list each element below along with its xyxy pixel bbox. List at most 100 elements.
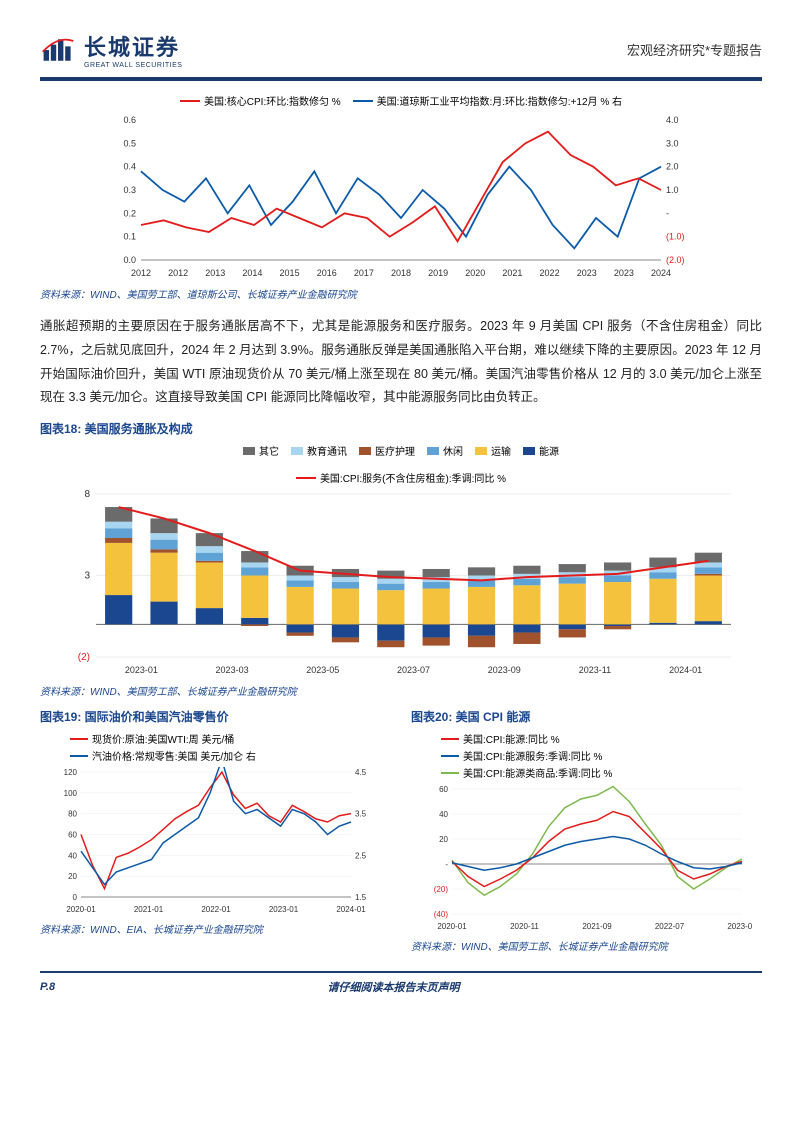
chart3-svg: 0204060801001201.52.53.54.52020-012021-0… bbox=[51, 767, 381, 917]
page-num: P.8 bbox=[40, 981, 55, 993]
footer: P.8 请仔细阅读本报告末页声明 bbox=[40, 971, 762, 995]
svg-text:2022-01: 2022-01 bbox=[201, 905, 231, 914]
svg-text:(1.0): (1.0) bbox=[666, 232, 685, 242]
legend-item: 美国:核心CPI:环比:指数修匀 % bbox=[180, 93, 341, 108]
chart2-source: 资料来源：WIND、美国劳工部、长城证券产业金融研究院 bbox=[40, 683, 762, 698]
legend-item: 教育通讯 bbox=[291, 443, 347, 458]
chart1-source: 资料来源：WIND、美国劳工部、道琼斯公司、长城证券产业金融研究院 bbox=[40, 286, 762, 301]
svg-text:2023-09: 2023-09 bbox=[488, 665, 521, 675]
svg-text:0.1: 0.1 bbox=[123, 232, 136, 242]
svg-text:(2.0): (2.0) bbox=[666, 255, 685, 265]
svg-text:2023: 2023 bbox=[614, 268, 634, 278]
svg-text:4.0: 4.0 bbox=[666, 115, 679, 125]
header: 长城证券 GREAT WALL SECURITIES 宏观经济研究*专题报告 bbox=[40, 30, 762, 81]
page: 长城证券 GREAT WALL SECURITIES 宏观经济研究*专题报告 美… bbox=[0, 0, 802, 1015]
legend-item: 美国:CPI:服务(不含住房租金):季调:同比 % bbox=[296, 470, 506, 485]
legend-item: 美国:CPI:能源服务:季调:同比 % bbox=[441, 748, 602, 763]
legend-item: 美国:CPI:能源:同比 % bbox=[441, 731, 560, 746]
two-col: 图表19: 国际油价和美国汽油零售价 现货价:原油:美国WTI:周 美元/桶汽油… bbox=[40, 708, 762, 953]
svg-text:2024-01: 2024-01 bbox=[669, 665, 702, 675]
svg-text:2021: 2021 bbox=[502, 268, 522, 278]
chart2-svg: (2)382023-012023-032023-052023-072023-09… bbox=[61, 489, 741, 679]
svg-text:-: - bbox=[445, 860, 448, 869]
svg-text:3.5: 3.5 bbox=[355, 810, 367, 819]
svg-text:120: 120 bbox=[63, 768, 77, 777]
svg-text:1.0: 1.0 bbox=[666, 185, 679, 195]
svg-text:40: 40 bbox=[68, 851, 77, 860]
svg-text:0.5: 0.5 bbox=[123, 138, 136, 148]
svg-text:2023-03: 2023-03 bbox=[216, 665, 249, 675]
legend-item: 能源 bbox=[523, 443, 559, 458]
svg-text:2015: 2015 bbox=[280, 268, 300, 278]
svg-text:80: 80 bbox=[68, 810, 77, 819]
svg-text:2.5: 2.5 bbox=[355, 851, 367, 860]
svg-text:2017: 2017 bbox=[354, 268, 374, 278]
chart4-source: 资料来源：WIND、美国劳工部、长城证券产业金融研究院 bbox=[411, 938, 762, 953]
svg-text:2013: 2013 bbox=[205, 268, 225, 278]
svg-text:2024-01: 2024-01 bbox=[336, 905, 366, 914]
svg-text:100: 100 bbox=[63, 789, 77, 798]
svg-text:-: - bbox=[666, 208, 669, 218]
svg-text:2012: 2012 bbox=[168, 268, 188, 278]
svg-text:2020-11: 2020-11 bbox=[510, 922, 539, 931]
svg-text:2023-05: 2023-05 bbox=[727, 922, 752, 931]
svg-text:2.0: 2.0 bbox=[666, 162, 679, 172]
svg-text:2018: 2018 bbox=[391, 268, 411, 278]
svg-text:0.2: 0.2 bbox=[123, 208, 136, 218]
svg-text:2020-01: 2020-01 bbox=[66, 905, 96, 914]
svg-text:2019: 2019 bbox=[428, 268, 448, 278]
svg-text:2016: 2016 bbox=[317, 268, 337, 278]
svg-text:40: 40 bbox=[439, 810, 448, 819]
svg-text:0: 0 bbox=[72, 893, 77, 902]
legend-item: 美国:CPI:能源类商品:季调:同比 % bbox=[441, 765, 612, 780]
svg-text:60: 60 bbox=[68, 831, 77, 840]
chart3-title: 图表19: 国际油价和美国汽油零售价 bbox=[40, 708, 391, 725]
chart3: 图表19: 国际油价和美国汽油零售价 现货价:原油:美国WTI:周 美元/桶汽油… bbox=[40, 708, 391, 953]
chart2: 图表18: 美国服务通胀及构成 其它教育通讯医疗护理休闲运输能源美国:CPI:服… bbox=[40, 420, 762, 698]
svg-text:2021-01: 2021-01 bbox=[133, 905, 163, 914]
svg-text:2023-05: 2023-05 bbox=[306, 665, 339, 675]
svg-text:3.0: 3.0 bbox=[666, 138, 679, 148]
svg-text:2020-01: 2020-01 bbox=[437, 922, 467, 931]
legend-item: 运输 bbox=[475, 443, 511, 458]
svg-text:2023-01: 2023-01 bbox=[268, 905, 298, 914]
logo: 长城证券 GREAT WALL SECURITIES bbox=[40, 30, 182, 69]
svg-text:(40): (40) bbox=[433, 910, 448, 919]
svg-text:2022-07: 2022-07 bbox=[654, 922, 684, 931]
paragraph: 通胀超预期的主要原因在于服务通胀居高不下，尤其是能源服务和医疗服务。2023 年… bbox=[40, 315, 762, 410]
svg-text:2023-01: 2023-01 bbox=[125, 665, 158, 675]
svg-text:2022: 2022 bbox=[540, 268, 560, 278]
chart1-svg: 0.00.10.20.30.40.50.6(2.0)(1.0)-1.02.03.… bbox=[101, 112, 701, 282]
chart4: 图表20: 美国 CPI 能源 美国:CPI:能源:同比 % 美国:CPI:能源服… bbox=[411, 708, 762, 953]
chart3-source: 资料来源：WIND、EIA、长城证券产业金融研究院 bbox=[40, 921, 391, 936]
svg-text:60: 60 bbox=[439, 785, 448, 794]
svg-text:2024: 2024 bbox=[651, 268, 671, 278]
legend-item: 其它 bbox=[243, 443, 279, 458]
chart1: 美国:核心CPI:环比:指数修匀 % 美国:道琼斯工业平均指数:月:环比:指数修匀… bbox=[40, 93, 762, 301]
svg-text:3: 3 bbox=[84, 571, 90, 582]
svg-text:2021-09: 2021-09 bbox=[582, 922, 612, 931]
logo-en: GREAT WALL SECURITIES bbox=[84, 62, 182, 69]
svg-text:0.0: 0.0 bbox=[123, 255, 136, 265]
legend-item: 美国:道琼斯工业平均指数:月:环比:指数修匀:+12月 % 右 bbox=[353, 93, 622, 108]
svg-text:(2): (2) bbox=[78, 652, 90, 663]
chart4-title: 图表20: 美国 CPI 能源 bbox=[411, 708, 762, 725]
header-right: 宏观经济研究*专题报告 bbox=[627, 40, 762, 59]
legend-item: 休闲 bbox=[427, 443, 463, 458]
svg-text:8: 8 bbox=[84, 489, 90, 500]
svg-text:2020: 2020 bbox=[465, 268, 485, 278]
svg-text:2014: 2014 bbox=[242, 268, 262, 278]
svg-text:0.4: 0.4 bbox=[123, 162, 136, 172]
svg-text:(20): (20) bbox=[433, 885, 448, 894]
logo-cn: 长城证券 bbox=[84, 30, 182, 62]
svg-text:20: 20 bbox=[68, 872, 77, 881]
chart4-svg: (40) (20) - 20 40 60 2020-01 2020-11 2021-09 2022… bbox=[422, 784, 752, 934]
logo-icon bbox=[40, 32, 76, 68]
svg-text:20: 20 bbox=[439, 835, 448, 844]
svg-text:2023-11: 2023-11 bbox=[579, 665, 611, 675]
legend-item: 现货价:原油:美国WTI:周 美元/桶 bbox=[70, 731, 234, 746]
svg-text:2023: 2023 bbox=[577, 268, 597, 278]
legend-item: 汽油价格:常规零售:美国 美元/加仑 右 bbox=[70, 748, 256, 763]
legend-item: 医疗护理 bbox=[359, 443, 415, 458]
chart2-title: 图表18: 美国服务通胀及构成 bbox=[40, 420, 762, 437]
